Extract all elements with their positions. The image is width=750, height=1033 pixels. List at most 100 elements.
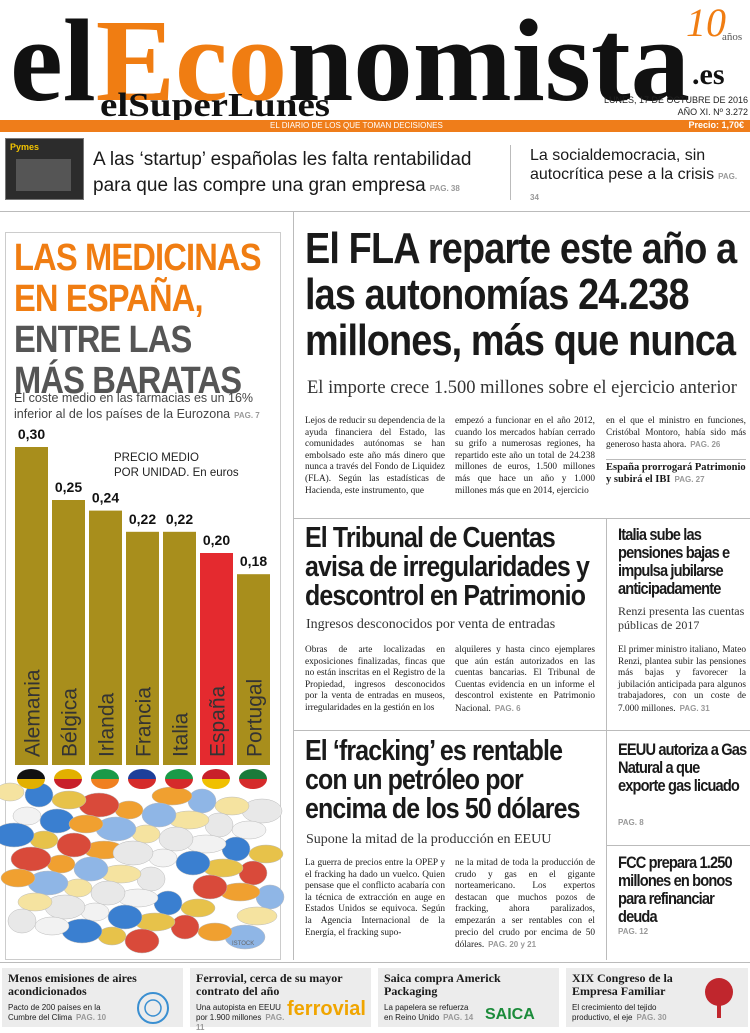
anniversary: 10 — [686, 0, 726, 45]
teaser-text: La socialdemocracia, sin autocrítica pes… — [530, 147, 715, 183]
pill — [175, 850, 211, 876]
pill — [97, 926, 127, 946]
category-label: España — [207, 685, 230, 757]
value-label: 0,24 — [92, 490, 119, 506]
category-label: Alemania — [22, 669, 45, 757]
logo-part: Eco — [96, 0, 287, 120]
footer-item: Ferrovial, cerca de su mayor contrato de… — [190, 968, 371, 1032]
page-ref: PAG. 11 — [196, 1013, 285, 1032]
pill — [68, 814, 104, 834]
tagline-bar: EL DIARIO DE LOS QUE TOMAN DECISIONES Pr… — [0, 120, 750, 132]
bar — [200, 553, 233, 765]
footer-title: XIX Congreso de la Empresa Familiar — [572, 971, 673, 998]
price-chart: PRECIO MEDIO POR UNIDAD. En euros 0,30 Al… — [0, 426, 285, 954]
flag-half — [128, 779, 156, 789]
pill — [34, 916, 70, 936]
photo-credit: ISTOCK — [232, 941, 255, 947]
page-ref: PAG. 27 — [674, 475, 705, 484]
desc-text: El crecimiento del tejido productivo, el… — [572, 1003, 657, 1022]
story-deck: Renzi presenta las cuentas públicas de 2… — [618, 604, 745, 632]
divider — [606, 518, 607, 960]
pill — [63, 878, 93, 898]
logo-part: el — [10, 0, 96, 120]
category-label: Francia — [133, 687, 156, 757]
flag-half — [202, 779, 230, 789]
category-label: Bélgica — [59, 688, 82, 757]
body-text: El primer ministro italiano, Mateo Renzi… — [618, 645, 746, 714]
pill — [158, 826, 194, 852]
body-column: empezó a funcionar en el año 2012, cuand… — [455, 416, 595, 496]
divider — [0, 211, 750, 212]
feature-headline-highlight: LAS MEDICINAS EN ESPAÑA, — [14, 237, 289, 320]
footer-text: Ferrovial, cerca de su mayor contrato de… — [196, 972, 366, 1033]
pill — [131, 824, 161, 844]
pill — [0, 782, 25, 802]
flag-half — [17, 779, 45, 789]
subtitle-text: El coste medio en las farmacias es un 16… — [14, 391, 254, 421]
pill — [73, 856, 109, 882]
value-label: 0,22 — [129, 511, 156, 527]
page-ref: PAG. 30 — [636, 1013, 667, 1022]
flag-half — [17, 769, 45, 779]
logo-part: nomista — [287, 0, 690, 120]
pill — [141, 802, 177, 828]
bar — [15, 447, 48, 765]
flag-half — [165, 779, 193, 789]
masthead: elEconomista .es 10 años elSuperLunes LU… — [10, 0, 748, 120]
brief: FCC prepara 1.250 millones en bonos para… — [618, 853, 733, 926]
pill — [170, 914, 200, 940]
pill — [114, 800, 144, 820]
pill — [180, 898, 216, 918]
flag-half — [128, 769, 156, 779]
pill — [148, 848, 178, 868]
body-column: Lejos de reducir su dependencia de la ay… — [305, 416, 445, 496]
pill — [236, 906, 278, 926]
category-label: Irlanda — [96, 692, 119, 757]
value-label: 0,20 — [203, 532, 230, 548]
story-deck: Ingresos desconocidos por venta de entra… — [306, 617, 556, 632]
feature-box — [5, 232, 281, 960]
pill — [80, 902, 110, 922]
footer-title: Saica compra Americk Packaging — [384, 971, 501, 998]
footer-logo: SAICA — [485, 1006, 535, 1023]
sidebar-text: España prorrogará Patrimonio y subirá el… — [606, 462, 746, 485]
value-label: 0,25 — [55, 479, 82, 495]
page-ref: PAG. 34 — [530, 172, 738, 202]
pill — [112, 840, 154, 866]
feature-subtitle: El coste medio en las farmacias es un 16… — [14, 390, 276, 424]
divider — [293, 518, 750, 519]
teaser: A las ‘startup’ españolas les falta rent… — [93, 147, 513, 202]
pill — [10, 846, 52, 872]
tagline: EL DIARIO DE LOS QUE TOMAN DECISIONES — [270, 121, 443, 130]
footer-desc: El crecimiento del tejido productivo, el… — [572, 1003, 692, 1023]
thumbnail: Pymes — [5, 138, 84, 200]
footer-desc: Pacto de 200 países en la Cumbre del Cli… — [8, 1003, 126, 1023]
bar — [237, 574, 270, 765]
pill — [124, 928, 160, 954]
pill — [0, 868, 36, 888]
page-ref: PAG. 6 — [494, 703, 521, 713]
pill — [29, 830, 59, 850]
decoration — [705, 978, 733, 1006]
flag-half — [202, 769, 230, 779]
sidebar: España prorrogará Patrimonio y subirá el… — [606, 462, 746, 486]
issue: AÑO XI. Nº 3.272 — [678, 107, 748, 117]
lead-headline: El FLA reparte este año a las autonomías… — [305, 224, 737, 365]
thumbnail-label: Pymes — [10, 142, 40, 152]
pill — [248, 844, 284, 864]
page-ref: PAG. 10 — [76, 1013, 107, 1022]
value-label: 0,18 — [240, 553, 267, 569]
bar — [163, 531, 196, 765]
footer-item: XIX Congreso de la Empresa Familiar El cr… — [566, 968, 748, 1027]
footer-text: Menos emisiones de aires acondicionados P… — [8, 972, 178, 1023]
footer-desc: Una autopista en EEUU por 1.900 millones… — [196, 1003, 286, 1033]
story-deck: Supone la mitad de la producción en EEUU — [306, 832, 552, 847]
thumbnail-image — [16, 159, 71, 191]
pill — [56, 832, 92, 858]
decoration — [717, 1000, 721, 1018]
body-text: alquileres y hasta cinco ejemplares que … — [455, 645, 595, 714]
page-ref: PAG. 38 — [429, 184, 460, 193]
story-headline: El Tribunal de Cuentas avisa de irregula… — [305, 522, 590, 612]
